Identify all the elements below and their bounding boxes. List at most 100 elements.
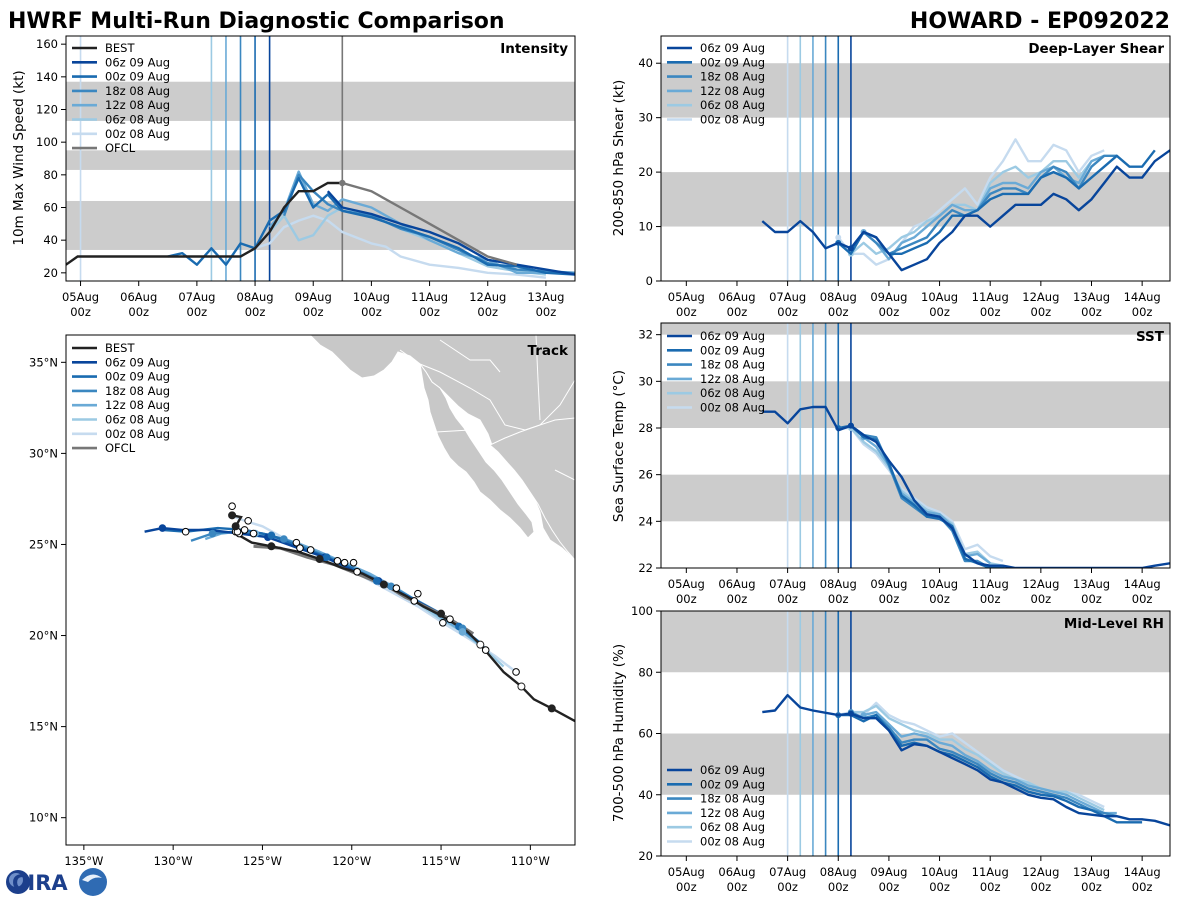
sst-legend-label-2: 18z 08 Aug bbox=[700, 358, 765, 372]
shear-frame bbox=[660, 35, 1171, 282]
shear-shaded-bands bbox=[661, 63, 1170, 227]
shear-xtick-hour: 00z bbox=[727, 305, 748, 319]
track-lon-tick-label: 130°W bbox=[154, 854, 193, 868]
intensity-ytick-label: 160 bbox=[36, 37, 58, 51]
intensity-series-ofcl bbox=[341, 181, 518, 266]
shear-xtick-hour: 00z bbox=[828, 305, 849, 319]
shear-xtick-hour: 00z bbox=[929, 305, 950, 319]
intensity-xtick-day: 09Aug bbox=[295, 290, 332, 304]
sst-xtick-day: 05Aug bbox=[668, 577, 705, 591]
track-best-marker bbox=[315, 555, 324, 564]
track-run-marker bbox=[414, 589, 422, 598]
sst-legend-label-3: 12z 08 Aug bbox=[700, 372, 765, 386]
shear-init-marker-5 bbox=[835, 234, 842, 241]
state-borders bbox=[399, 335, 575, 481]
track-best-marker bbox=[517, 682, 526, 691]
intensity-legend-label-5: 06z 08 Aug bbox=[105, 113, 170, 127]
intensity-ytick-label: 140 bbox=[36, 70, 58, 84]
sst-xtick-day: 11Aug bbox=[972, 577, 1009, 591]
intensity-xtick-hour: 00z bbox=[245, 305, 266, 319]
shear-xtick-day: 08Aug bbox=[820, 290, 857, 304]
shear-legend-label-1: 00z 09 Aug bbox=[700, 55, 765, 69]
intensity-shaded-bands bbox=[66, 81, 575, 250]
globe-highlight bbox=[9, 873, 23, 887]
shear-xtick-day: 05Aug bbox=[668, 290, 705, 304]
intensity-legend-label-2: 00z 09 Aug bbox=[105, 70, 170, 84]
track-run-marker bbox=[458, 628, 467, 636]
track-run-marker bbox=[208, 529, 217, 538]
track-run-marker bbox=[446, 615, 454, 623]
sst-xtick-day: 12Aug bbox=[1022, 577, 1059, 591]
track-legend-label-6: 00z 08 Aug bbox=[105, 427, 170, 441]
intensity-ofcl-marker bbox=[339, 179, 346, 187]
intensity-xtick-day: 11Aug bbox=[411, 290, 448, 304]
track-lon-tick-label: 115°W bbox=[422, 854, 461, 868]
land-north-america bbox=[309, 335, 575, 561]
rh-legend-label-1: 00z 09 Aug bbox=[700, 777, 765, 791]
intensity-y-label: 10m Max Wind Speed (kt) bbox=[11, 70, 27, 245]
intensity-xtick-day: 07Aug bbox=[178, 290, 215, 304]
track-lat-ticks: 10°N 15°N 20°N 25°N 30°N 35°N bbox=[29, 355, 66, 825]
sst-init-marker-0 bbox=[847, 422, 854, 429]
shear-xtick-day: 14Aug bbox=[1124, 290, 1161, 304]
intensity-series-0 bbox=[326, 190, 575, 276]
sst-xtick-hour: 00z bbox=[727, 592, 748, 606]
rh-series-0 bbox=[762, 694, 1170, 827]
shear-series-1 bbox=[837, 149, 1156, 256]
sst-ytick-label: 30 bbox=[638, 374, 653, 388]
border-state-3 bbox=[554, 469, 575, 481]
logo-text: CIRA bbox=[12, 871, 68, 895]
sst-x-ticks: 05Aug00z06Aug00z07Aug00z08Aug00z09Aug00z… bbox=[668, 568, 1161, 606]
sst-xtick-hour: 00z bbox=[1081, 592, 1102, 606]
rh-ytick-label: 100 bbox=[631, 604, 653, 618]
rh-init-marker-0 bbox=[847, 710, 854, 717]
track-best-marker bbox=[476, 640, 485, 649]
intensity-legend-label-6: 00z 08 Aug bbox=[105, 127, 170, 141]
rh-ytick-label: 20 bbox=[638, 849, 653, 863]
shear-xtick-day: 10Aug bbox=[921, 290, 958, 304]
intensity-ytick-label: 60 bbox=[43, 201, 58, 215]
sst-xtick-hour: 00z bbox=[980, 592, 1001, 606]
rh-xtick-hour: 00z bbox=[980, 880, 1001, 894]
intensity-x-ticks: 05Aug00z06Aug00z07Aug00z08Aug00z09Aug00z… bbox=[62, 281, 564, 319]
intensity-legend-label-3: 18z 08 Aug bbox=[105, 84, 170, 98]
shear-xtick-day: 11Aug bbox=[972, 290, 1009, 304]
cira-logo: CIRA bbox=[6, 868, 107, 896]
track-legend-label-2: 00z 09 Aug bbox=[105, 370, 170, 384]
track-run-marker bbox=[392, 584, 401, 592]
intensity-xtick-hour: 00z bbox=[477, 305, 498, 319]
track-run-marker bbox=[372, 577, 381, 585]
sst-series-4 bbox=[850, 427, 1004, 567]
rh-legend-label-5: 00z 08 Aug bbox=[700, 835, 765, 849]
track-run-marker bbox=[322, 553, 331, 562]
shear-xtick-hour: 00z bbox=[980, 305, 1001, 319]
intensity-xtick-hour: 00z bbox=[187, 305, 208, 319]
shear-series-5 bbox=[837, 138, 1105, 266]
land-baja-california bbox=[419, 363, 535, 539]
sst-xtick-hour: 00z bbox=[828, 592, 849, 606]
intensity-series-best bbox=[66, 181, 343, 266]
intensity-legend-label-0: BEST bbox=[105, 41, 135, 55]
intensity-legend-label-4: 12z 08 Aug bbox=[105, 98, 170, 112]
track-lon-tick-label: 120°W bbox=[332, 854, 371, 868]
shear-band-1 bbox=[661, 63, 1170, 118]
track-panel: 10°N 15°N 20°N 25°N 30°N 35°N 135°W 130°W 125°W… bbox=[29, 334, 576, 868]
shear-ytick-label: 40 bbox=[638, 56, 653, 70]
shear-init-marker-0 bbox=[847, 245, 854, 252]
track-run-marker bbox=[244, 516, 252, 525]
shear-ytick-label: 0 bbox=[646, 274, 653, 288]
track-run-marker bbox=[292, 538, 301, 547]
shear-legend-label-4: 06z 08 Aug bbox=[700, 98, 765, 112]
shear-xtick-hour: 00z bbox=[676, 305, 697, 319]
sst-legend-label-0: 06z 09 Aug bbox=[700, 329, 765, 343]
shear-xtick-hour: 00z bbox=[1031, 305, 1052, 319]
rh-series bbox=[762, 694, 1170, 827]
intensity-xtick-hour: 00z bbox=[536, 305, 557, 319]
rh-series-3 bbox=[863, 710, 1117, 815]
sst-init-lines bbox=[786, 323, 852, 568]
intensity-xtick-hour: 00z bbox=[361, 305, 382, 319]
sst-xtick-day: 08Aug bbox=[820, 577, 857, 591]
